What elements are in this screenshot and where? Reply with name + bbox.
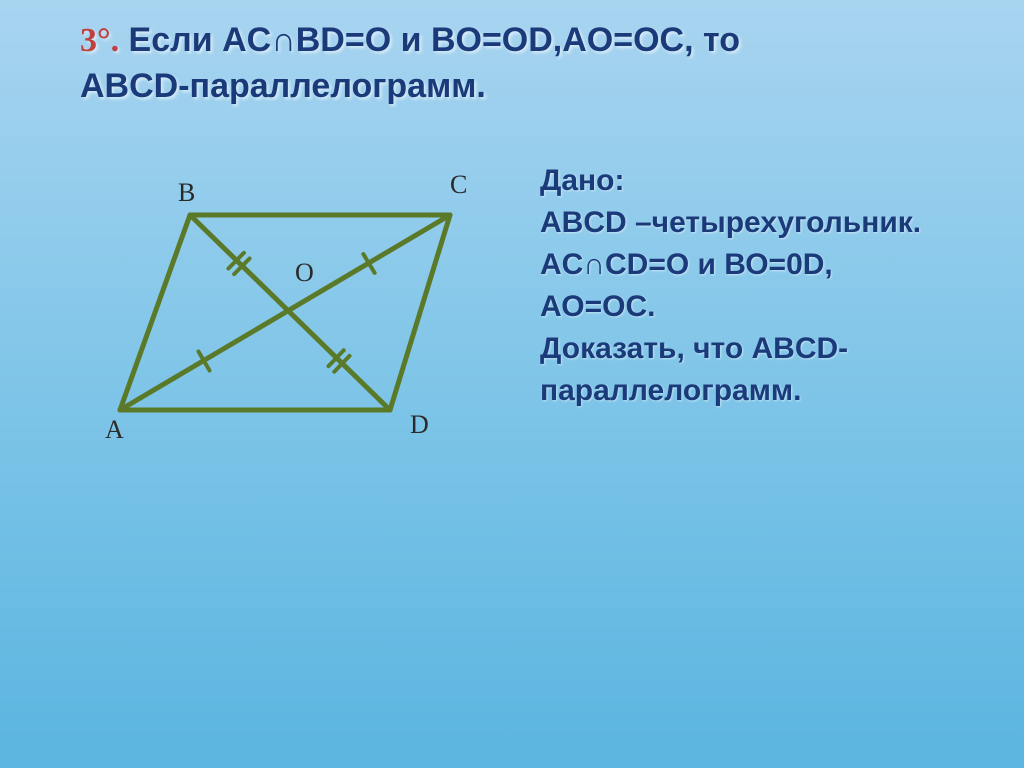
- vertex-label-d: D: [410, 410, 429, 440]
- given-line-3: АО=ОС.: [540, 286, 974, 328]
- vertex-label-o: O: [295, 258, 314, 288]
- title-text-2: ABCD-параллелограмм.: [80, 67, 486, 105]
- vertex-label-c: C: [450, 170, 467, 200]
- diagram-svg: [80, 160, 500, 460]
- slide-title: 3°. Если AC∩BD=O и BO=OD,AO=OC, то ABCD-…: [80, 18, 974, 110]
- vertex-label-a: A: [105, 415, 124, 445]
- given-text: Дано: ABCD –четырехугольник. AC∩CD=O и В…: [540, 160, 974, 460]
- vertex-label-b: B: [178, 178, 195, 208]
- given-line-1: ABCD –четырехугольник.: [540, 202, 974, 244]
- given-heading: Дано:: [540, 160, 974, 202]
- title-text-1: Если AC∩BD=O и BO=OD,AO=OC, то: [119, 21, 740, 59]
- given-line-5: параллелограмм.: [540, 370, 974, 412]
- title-number: 3°.: [80, 22, 119, 59]
- given-line-2: AC∩CD=O и ВО=0D,: [540, 244, 974, 286]
- given-line-4: Доказать, что ABCD-: [540, 328, 974, 370]
- parallelogram-diagram: A B C D O: [80, 160, 500, 460]
